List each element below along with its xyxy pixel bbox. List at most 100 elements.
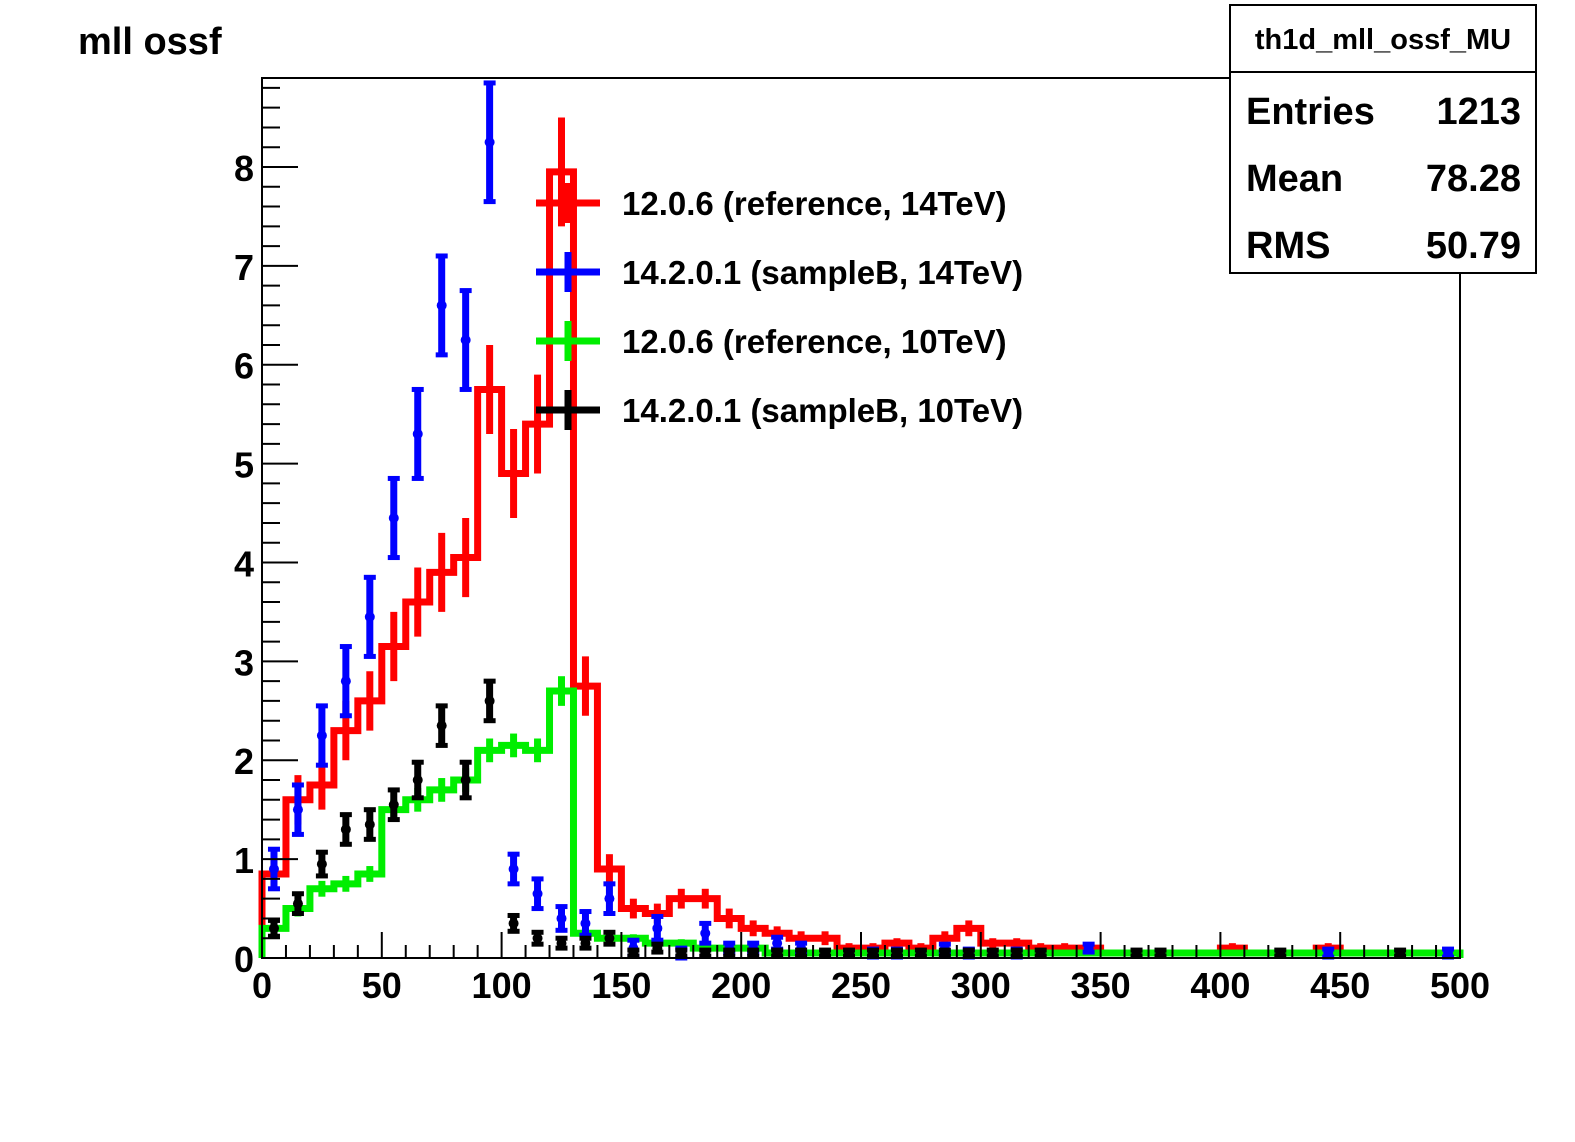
data-point xyxy=(388,799,399,810)
data-point xyxy=(580,918,591,929)
data-point xyxy=(436,300,447,311)
data-point xyxy=(268,864,279,875)
data-point xyxy=(652,923,663,934)
stats-entries-label: Entries xyxy=(1246,91,1375,133)
data-point xyxy=(1131,948,1142,959)
stats-entries-value: 1213 xyxy=(1436,91,1521,133)
data-point xyxy=(891,948,902,959)
data-point xyxy=(1011,948,1022,959)
series-3 xyxy=(267,678,1407,959)
data-point xyxy=(412,428,423,439)
legend-entry: 12.0.6 (reference, 10TeV) xyxy=(536,321,1007,361)
data-point xyxy=(939,948,950,959)
x-tick-label: 450 xyxy=(1310,965,1370,1006)
data-point xyxy=(1443,948,1454,959)
data-point xyxy=(436,720,447,731)
data-point xyxy=(1275,948,1286,959)
data-point xyxy=(820,948,831,959)
legend: 12.0.6 (reference, 14TeV) 14.2.0.1 (sampl… xyxy=(536,183,1023,430)
data-point xyxy=(364,819,375,830)
x-tick-label: 250 xyxy=(831,965,891,1006)
data-point xyxy=(292,898,303,909)
legend-entry: 14.2.0.1 (sampleB, 10TeV) xyxy=(536,390,1023,430)
stats-mean-value: 78.28 xyxy=(1426,158,1521,200)
data-point xyxy=(724,948,735,959)
chart-title: mll ossf xyxy=(78,21,222,63)
data-point xyxy=(700,928,711,939)
data-point xyxy=(748,948,759,959)
stats-rms-value: 50.79 xyxy=(1426,225,1521,267)
data-point xyxy=(316,730,327,741)
data-point xyxy=(460,335,471,346)
data-point xyxy=(772,938,783,949)
data-point xyxy=(556,913,567,924)
data-point xyxy=(963,948,974,959)
data-point xyxy=(460,775,471,786)
data-point xyxy=(1083,943,1094,954)
stats-mean-label: Mean xyxy=(1246,158,1343,200)
data-point xyxy=(772,948,783,959)
stats-box: th1d_mll_ossf_MU Entries 1213 Mean 78.28… xyxy=(1229,4,1537,274)
data-point xyxy=(556,938,567,949)
legend-entry: 14.2.0.1 (sampleB, 14TeV) xyxy=(536,252,1023,292)
y-tick-label: 2 xyxy=(234,741,254,782)
legend-label: 14.2.0.1 (sampleB, 10TeV) xyxy=(622,392,1023,429)
data-point xyxy=(1035,948,1046,959)
data-point xyxy=(987,948,998,959)
data-point xyxy=(844,948,855,959)
x-tick-label: 400 xyxy=(1190,965,1250,1006)
data-point xyxy=(388,513,399,523)
data-point xyxy=(652,943,663,954)
data-point xyxy=(867,948,878,959)
data-point xyxy=(340,676,351,687)
legend-entry: 12.0.6 (reference, 14TeV) xyxy=(536,183,1007,223)
data-point xyxy=(1155,948,1166,959)
y-tick-label: 8 xyxy=(234,148,254,189)
x-tick-label: 350 xyxy=(1071,965,1131,1006)
y-tick-label: 4 xyxy=(234,543,254,584)
y-tick-label: 5 xyxy=(234,445,254,486)
data-point xyxy=(532,888,543,899)
stats-rms-label: RMS xyxy=(1246,225,1330,267)
data-point xyxy=(292,804,303,815)
x-tick-label: 200 xyxy=(711,965,771,1006)
data-point xyxy=(316,859,327,870)
data-point xyxy=(604,893,615,904)
x-tick-label: 150 xyxy=(591,965,651,1006)
stats-box-name: th1d_mll_ossf_MU xyxy=(1255,24,1511,56)
axis-ticks-group xyxy=(261,86,1461,959)
stats-box-frame xyxy=(1229,4,1537,274)
data-point xyxy=(508,864,519,875)
data-point xyxy=(484,695,495,706)
tick-labels-group: 0 50 100 150 200 250 300 350 400 450 500 0 1 2 3 4 5 6 7 8 xyxy=(234,148,1490,1006)
data-point xyxy=(268,923,279,934)
data-point xyxy=(1323,948,1334,959)
x-tick-label: 500 xyxy=(1430,965,1490,1006)
y-tick-label: 3 xyxy=(234,642,254,683)
data-point xyxy=(364,611,375,622)
y-tick-label: 6 xyxy=(234,346,254,387)
x-tick-label: 0 xyxy=(252,965,272,1006)
data-point xyxy=(508,918,519,929)
data-point xyxy=(796,948,807,959)
legend-label: 12.0.6 (reference, 14TeV) xyxy=(622,185,1007,222)
plot-series-group xyxy=(258,80,1464,961)
y-tick-label: 1 xyxy=(234,840,254,881)
legend-label: 14.2.0.1 (sampleB, 14TeV) xyxy=(622,254,1023,291)
data-point xyxy=(340,824,351,835)
data-point xyxy=(412,775,423,786)
data-point xyxy=(628,948,639,959)
data-point xyxy=(1395,948,1406,959)
data-point xyxy=(915,948,926,959)
data-point xyxy=(604,933,615,944)
y-tick-label: 0 xyxy=(234,939,254,980)
y-tick-label: 7 xyxy=(234,247,254,288)
x-tick-label: 50 xyxy=(362,965,402,1006)
x-tick-label: 300 xyxy=(951,965,1011,1006)
data-point xyxy=(532,933,543,944)
data-point xyxy=(700,948,711,959)
x-tick-label: 100 xyxy=(472,965,532,1006)
legend-label: 12.0.6 (reference, 10TeV) xyxy=(622,323,1007,360)
data-point xyxy=(580,938,591,949)
